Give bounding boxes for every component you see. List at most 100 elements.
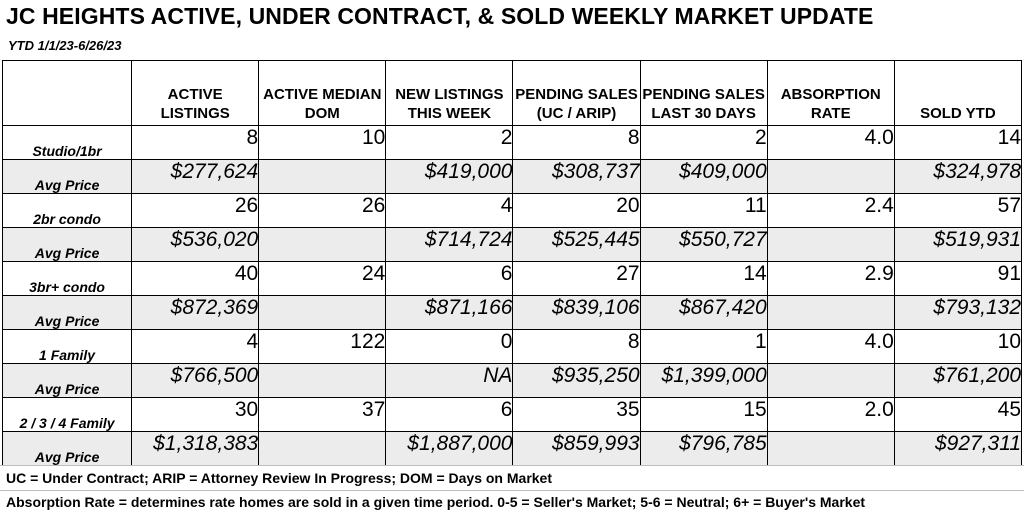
table-cell: 24 [258, 261, 387, 296]
table-cell: $871,166 [385, 295, 514, 330]
table-cell: $867,420 [639, 295, 768, 330]
table-cell: $419,000 [385, 159, 514, 194]
header-sold-ytd: SOLD YTD [893, 60, 1023, 126]
table-cell: 4.0 [766, 125, 895, 160]
table-cell: $525,445 [512, 227, 641, 262]
avg-price-row: Avg Price $1,318,383 $1,887,000 $859,993 $79… [1, 431, 1023, 466]
table-cell: $519,931 [893, 227, 1023, 262]
header-pending-sales: PENDING SALES (UC / ARIP) [512, 60, 641, 126]
table-cell: 30 [131, 397, 260, 432]
header-active-median-dom: ACTIVE MEDIAN DOM [258, 60, 387, 126]
table-cell: $277,624 [131, 159, 260, 194]
row-label: 3br+ condo [1, 261, 133, 296]
table-cell: $839,106 [512, 295, 641, 330]
table-cell: 91 [893, 261, 1023, 296]
table-cell: $308,737 [512, 159, 641, 194]
table-cell: $536,020 [131, 227, 260, 262]
table-cell: 37 [258, 397, 387, 432]
table-cell: $1,399,000 [639, 363, 768, 398]
absorption-note: Absorption Rate = determines rate homes … [6, 494, 866, 510]
table-cell: 14 [893, 125, 1023, 160]
table-cell: $1,887,000 [385, 431, 514, 466]
table-cell [766, 363, 895, 398]
table-cell: 26 [131, 193, 260, 228]
table-cell: 2.4 [766, 193, 895, 228]
table-cell: 8 [512, 125, 641, 160]
row-label: Avg Price [1, 295, 133, 330]
table-cell: $714,724 [385, 227, 514, 262]
table-cell: 122 [258, 329, 387, 364]
table-cell [258, 431, 387, 466]
table-cell: $935,250 [512, 363, 641, 398]
table-cell: 15 [639, 397, 768, 432]
table-cell: 20 [512, 193, 641, 228]
table-cell [766, 431, 895, 466]
table-cell: $550,727 [639, 227, 768, 262]
count-row: 2 / 3 / 4 Family 30 37 6 35 15 2.0 45 [1, 397, 1023, 432]
page-title: JC HEIGHTS ACTIVE, UNDER CONTRACT, & SOL… [6, 3, 874, 29]
avg-price-row: Avg Price $536,020 $714,724 $525,445 $550,72… [1, 227, 1023, 262]
count-row: 2br condo 26 26 4 20 11 2.4 57 [1, 193, 1023, 228]
table-cell: 10 [258, 125, 387, 160]
header-corner [1, 60, 133, 126]
table-cell [258, 159, 387, 194]
table-cell [258, 363, 387, 398]
table-cell: $324,978 [893, 159, 1023, 194]
row-label: Avg Price [1, 431, 133, 466]
table-cell: $796,785 [639, 431, 768, 466]
table-cell: 4 [131, 329, 260, 364]
table-cell: 2.9 [766, 261, 895, 296]
row-label: 1 Family [1, 329, 133, 364]
table-cell: $766,500 [131, 363, 260, 398]
table-cell: NA [385, 363, 514, 398]
header-absorption-rate: ABSORPTION RATE [766, 60, 895, 126]
table-cell: 27 [512, 261, 641, 296]
header-row: ACTIVE LISTINGS ACTIVE MEDIAN DOM NEW LI… [1, 60, 1023, 126]
table-cell: 10 [893, 329, 1023, 364]
table-cell: 35 [512, 397, 641, 432]
market-table: ACTIVE LISTINGS ACTIVE MEDIAN DOM NEW LI… [1, 60, 1023, 466]
header-new-listings: NEW LISTINGS THIS WEEK [385, 60, 514, 126]
divider [0, 490, 1024, 491]
count-row: 1 Family 4 122 0 8 1 4.0 10 [1, 329, 1023, 364]
row-label: Avg Price [1, 227, 133, 262]
row-label: Avg Price [1, 159, 133, 194]
table-cell: $409,000 [639, 159, 768, 194]
table-cell: 57 [893, 193, 1023, 228]
table-cell: 45 [893, 397, 1023, 432]
table-cell [766, 295, 895, 330]
table-cell: $761,200 [893, 363, 1023, 398]
table-cell: 2.0 [766, 397, 895, 432]
table-cell: 2 [639, 125, 768, 160]
table-cell: 1 [639, 329, 768, 364]
table-cell [766, 159, 895, 194]
table-cell: 0 [385, 329, 514, 364]
avg-price-row: Avg Price $766,500 NA $935,250 $1,399,000 $76… [1, 363, 1023, 398]
table-cell: $1,318,383 [131, 431, 260, 466]
header-active-listings: ACTIVE LISTINGS [131, 60, 260, 126]
table-cell: 14 [639, 261, 768, 296]
header-pending-30-days: PENDING SALES LAST 30 DAYS [639, 60, 768, 126]
table-cell: $859,993 [512, 431, 641, 466]
table-cell: 6 [385, 261, 514, 296]
table-cell: 26 [258, 193, 387, 228]
ytd-range: YTD 1/1/23-6/26/23 [8, 38, 122, 53]
table-cell: 4 [385, 193, 514, 228]
table-cell: 6 [385, 397, 514, 432]
count-row: 3br+ condo 40 24 6 27 14 2.9 91 [1, 261, 1023, 296]
row-label: Avg Price [1, 363, 133, 398]
table-cell [258, 227, 387, 262]
row-label: 2 / 3 / 4 Family [1, 397, 133, 432]
table-cell: $793,132 [893, 295, 1023, 330]
row-label: 2br condo [1, 193, 133, 228]
avg-price-row: Avg Price $277,624 $419,000 $308,737 $409,00… [1, 159, 1023, 194]
table-cell: 2 [385, 125, 514, 160]
row-label: Studio/1br [1, 125, 133, 160]
table-cell: $927,311 [893, 431, 1023, 466]
table-cell [766, 227, 895, 262]
avg-price-row: Avg Price $872,369 $871,166 $839,106 $867,42… [1, 295, 1023, 330]
table-cell: $872,369 [131, 295, 260, 330]
table-cell [258, 295, 387, 330]
abbreviations-note: UC = Under Contract; ARIP = Attorney Rev… [6, 470, 552, 486]
table-cell: 8 [131, 125, 260, 160]
